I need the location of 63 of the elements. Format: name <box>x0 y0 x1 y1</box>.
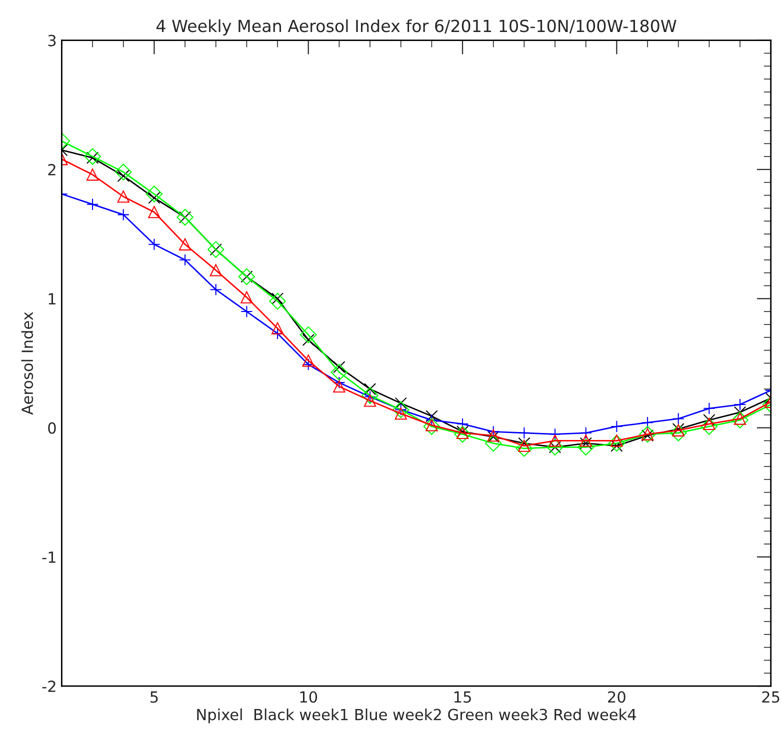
point <box>670 424 687 442</box>
point <box>333 376 346 389</box>
point <box>114 164 132 180</box>
point <box>456 418 469 430</box>
point <box>700 418 718 435</box>
point <box>487 426 500 438</box>
point <box>271 327 284 340</box>
point <box>117 190 130 203</box>
point <box>423 418 440 435</box>
point <box>580 434 592 447</box>
point <box>148 238 160 250</box>
x-tick-label: 10 <box>300 691 318 703</box>
point <box>732 412 748 428</box>
point <box>362 387 378 404</box>
point <box>394 397 407 410</box>
point <box>672 412 684 425</box>
y-axis-title: Aerosol Index <box>21 312 34 415</box>
point <box>210 264 222 276</box>
point <box>516 440 533 457</box>
point <box>641 416 654 429</box>
point <box>577 438 594 456</box>
point <box>454 426 471 443</box>
y-tick-label: -1 <box>42 552 56 563</box>
point <box>426 410 438 422</box>
point <box>333 380 346 393</box>
y-tick-label: -2 <box>42 680 56 692</box>
point <box>548 428 562 440</box>
point <box>84 148 101 165</box>
point <box>608 434 626 452</box>
point <box>703 414 716 426</box>
point <box>178 238 192 250</box>
point <box>302 354 314 367</box>
chart-title: 4 Weekly Mean Aerosol Index for 6/2011 10S-10N/100W-180W <box>156 19 676 36</box>
point <box>146 186 163 202</box>
point <box>210 284 222 296</box>
x-tick-label: 25 <box>762 691 780 703</box>
point <box>86 198 99 210</box>
point <box>148 206 160 218</box>
x-tick-label: 20 <box>608 691 626 703</box>
point <box>271 322 284 334</box>
x-axis-title: Npixel Black week1 Blue week2 Green week3 Red week4 <box>197 708 636 724</box>
point <box>240 291 253 304</box>
point <box>178 254 192 266</box>
point <box>330 364 348 381</box>
point <box>610 420 623 433</box>
point <box>302 358 314 371</box>
point <box>703 402 716 414</box>
point <box>734 398 746 411</box>
point <box>300 326 317 344</box>
x-tick-label: 15 <box>454 691 471 703</box>
y-tick-label: 1 <box>48 293 56 304</box>
y-tick-label: 0 <box>48 422 56 434</box>
point <box>117 208 130 221</box>
x-tick-label: 5 <box>150 691 158 703</box>
y-tick-label: 2 <box>48 164 56 176</box>
point <box>484 434 502 452</box>
point <box>734 406 746 418</box>
point <box>269 292 286 310</box>
point <box>580 426 592 440</box>
y-tick-label: 3 <box>48 34 56 46</box>
point <box>518 426 530 440</box>
point <box>240 305 253 318</box>
point <box>86 168 99 181</box>
